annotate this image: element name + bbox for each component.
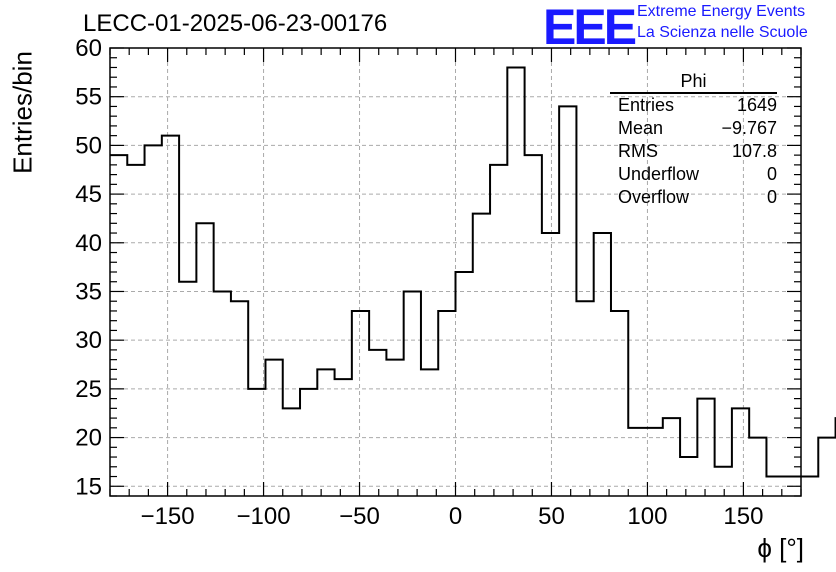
stats-value: 107.8 xyxy=(731,141,777,161)
tick-labels: −150 −100 −50 0 50 100 150 15 20 25 30 35 40 45 50 55 60 xyxy=(75,35,763,530)
stats-label: RMS xyxy=(618,141,658,161)
y-tick-label: 30 xyxy=(75,327,102,354)
stats-label: Underflow xyxy=(618,164,700,184)
eee-logo-line1: Extreme Energy Events xyxy=(637,3,806,20)
y-tick-label: 15 xyxy=(75,473,102,500)
eee-logo-text: EEE xyxy=(543,0,637,55)
eee-logo-line2: La Scienza nelle Scuole xyxy=(637,24,808,41)
x-axis-label: ϕ [°] xyxy=(757,533,804,563)
stats-value: 0 xyxy=(766,164,777,184)
stats-row: Entries 1649 xyxy=(610,94,777,117)
y-tick-label: 60 xyxy=(75,35,102,62)
y-tick-label: 20 xyxy=(75,425,102,452)
y-tick-label: 55 xyxy=(75,84,102,111)
stats-row: Underflow 0 xyxy=(610,163,777,186)
x-tick-label: 100 xyxy=(627,503,667,530)
chart-title: LECC-01-2025-06-23-00176 xyxy=(83,10,388,37)
stats-label: Entries xyxy=(618,95,675,115)
x-tick-label: 0 xyxy=(449,503,462,530)
stats-header: Phi xyxy=(610,70,777,94)
x-tick-label: −50 xyxy=(339,503,380,530)
stats-value: 1649 xyxy=(736,95,777,115)
y-tick-label: 50 xyxy=(75,132,102,159)
x-tick-label: 150 xyxy=(723,503,763,530)
stats-value: −9.767 xyxy=(721,118,777,138)
stats-row: Mean −9.767 xyxy=(610,117,777,140)
stats-label: Overflow xyxy=(618,187,690,207)
y-tick-label: 45 xyxy=(75,181,102,208)
stats-label: Mean xyxy=(618,118,664,138)
y-axis-label-wrap: Entries/bin xyxy=(2,0,42,572)
stats-box: Phi Entries 1649 Mean −9.767 RMS 107.8 U… xyxy=(610,70,777,209)
x-tick-label: −100 xyxy=(237,503,291,530)
x-tick-label: 50 xyxy=(538,503,565,530)
stats-row: Overflow 0 xyxy=(610,186,777,209)
axis-ticks xyxy=(109,47,802,497)
y-tick-label: 25 xyxy=(75,376,102,403)
stats-row: RMS 107.8 xyxy=(610,140,777,163)
y-tick-label: 35 xyxy=(75,278,102,305)
x-tick-label: −150 xyxy=(141,503,195,530)
stats-value: 0 xyxy=(766,187,777,207)
y-tick-label: 40 xyxy=(75,230,102,257)
y-axis-label: Entries/bin xyxy=(7,51,38,174)
